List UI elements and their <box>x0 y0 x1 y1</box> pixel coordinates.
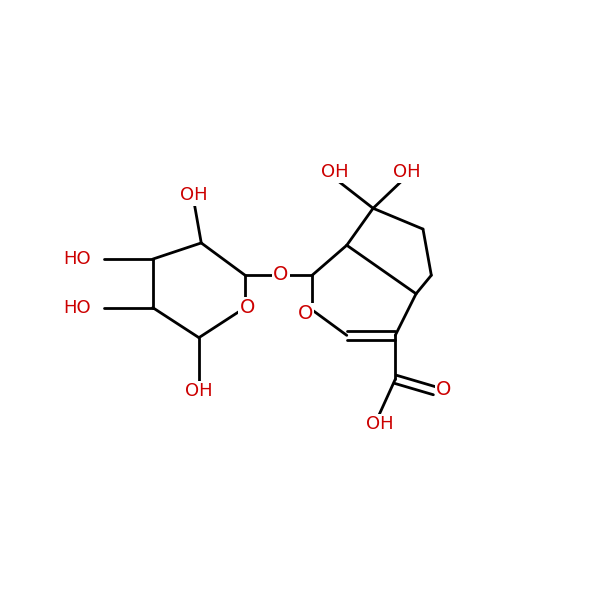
Text: OH: OH <box>322 163 349 181</box>
Text: OH: OH <box>366 415 394 433</box>
Text: HO: HO <box>64 299 91 317</box>
Text: O: O <box>298 304 313 323</box>
Text: O: O <box>273 265 289 284</box>
Text: O: O <box>436 380 451 400</box>
Text: HO: HO <box>64 250 91 268</box>
Text: O: O <box>240 298 255 317</box>
Text: OH: OH <box>393 163 421 181</box>
Text: OH: OH <box>185 382 213 400</box>
Text: OH: OH <box>181 187 208 205</box>
